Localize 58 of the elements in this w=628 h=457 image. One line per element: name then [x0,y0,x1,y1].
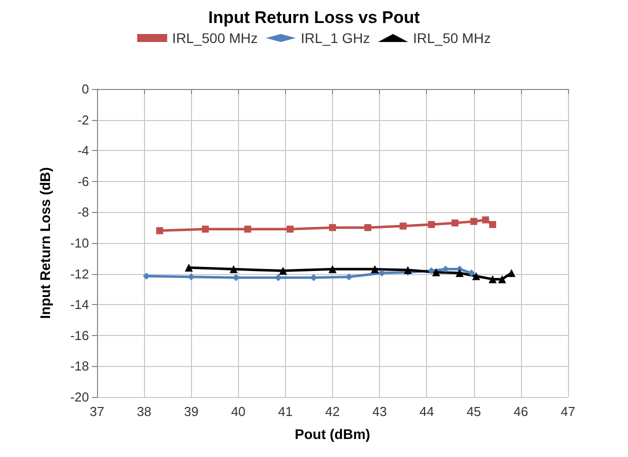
point [488,275,497,284]
point [184,264,193,272]
y-axis-title: Input Return Loss (dB) [37,167,53,319]
point [156,227,164,234]
y-tick-label: -8 [77,204,89,220]
y-tick-label: -6 [77,174,89,189]
x-tick-label: 41 [278,404,293,419]
point [432,268,440,276]
point [279,266,288,275]
point [329,224,336,232]
point [451,219,458,226]
point [364,224,372,232]
chart-title: Input Return Loss vs Pout [208,8,420,27]
x-tick-label: 37 [90,404,104,419]
y-tick-label: -10 [70,236,89,250]
point [489,221,496,228]
point [470,218,478,225]
point [428,221,435,228]
x-tick-label: 40 [231,404,246,419]
point [142,272,150,280]
point [378,270,386,277]
point [310,274,318,282]
y-tick-label: -4 [77,143,89,158]
point [468,270,475,277]
legend-label: IRL_500 MHz [172,30,258,46]
x-tick-label: 39 [184,404,198,419]
y-tick-label: -12 [70,266,89,282]
point [286,226,294,233]
point [202,226,209,233]
x-tick-label: 46 [514,404,528,419]
point [370,265,379,274]
point [230,265,238,274]
point [456,269,464,278]
y-tick-label: -18 [70,358,89,374]
point [482,216,490,224]
point [507,269,516,278]
point [274,274,282,282]
y-tick-label: 0 [82,82,89,96]
point [244,226,252,233]
x-tick-label: 44 [419,404,434,419]
point [400,222,407,230]
y-tick-label: -14 [70,297,89,312]
point [472,272,480,280]
point [428,267,435,274]
legend-label: IRL_1 GHz [300,30,370,46]
point [188,273,195,280]
x-tick-label: 45 [466,404,482,419]
point [498,275,506,284]
y-tick-label: -2 [77,112,89,128]
point [328,265,336,274]
x-tick-label: 47 [560,404,576,419]
legend-label: IRL_50 MHz [413,30,491,46]
x-tick-label: 43 [372,404,387,419]
y-tick-label: -20 [70,390,89,404]
y-tick-label: -16 [70,328,89,343]
x-tick-label: 38 [136,404,152,419]
x-axis-title: Pout (dBm) [294,426,370,442]
x-tick-label: 42 [325,404,340,419]
